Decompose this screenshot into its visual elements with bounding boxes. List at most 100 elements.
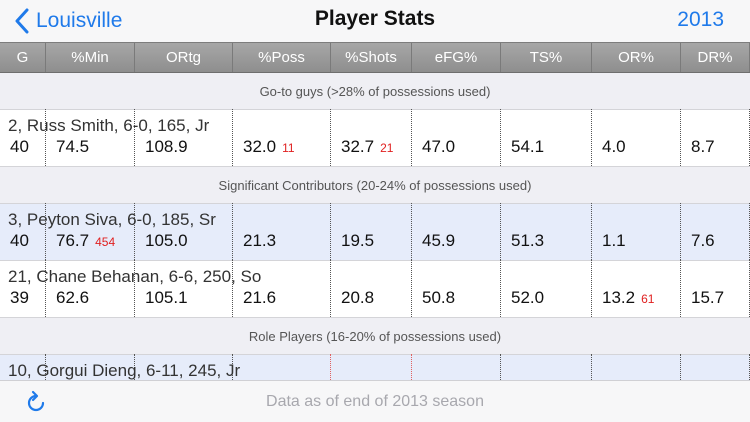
refresh-icon xyxy=(27,390,45,412)
stat-number: 52.0 xyxy=(511,288,545,307)
column-header-dr[interactable]: DR% xyxy=(681,43,750,72)
stat-cell: 105.1 xyxy=(135,260,233,317)
footer-toolbar: Data as of end of 2013 season xyxy=(0,380,750,422)
stat-value: 62.6 xyxy=(56,288,89,308)
stat-number: 105.0 xyxy=(145,231,188,250)
stat-cell: 39 xyxy=(0,260,46,317)
stats-table[interactable]: Go-to guys (>28% of possessions used) 40 7… xyxy=(0,73,750,380)
season-year-button[interactable]: 2013 xyxy=(677,8,724,31)
stat-value: 51.3 xyxy=(511,231,544,251)
stat-number: 50.8 xyxy=(422,288,456,307)
refresh-button[interactable] xyxy=(24,390,48,414)
stat-value: 32.0 11 xyxy=(243,137,295,157)
stat-number: 32.0 xyxy=(243,137,277,156)
stat-value: 105.1 xyxy=(145,288,188,308)
stat-number: 54.1 xyxy=(511,137,545,156)
stat-cells: 39 62.6 105.1 21.6 20.8 50.8 52.0 13.2 61 15.7 xyxy=(0,260,750,317)
player-row[interactable]: 40 76.7 454 105.0 21.3 19.5 45.9 51.3 1.1 7.6 3, P… xyxy=(0,203,750,261)
player-name: 21, Chane Behanan, 6-6, 250, So xyxy=(8,267,262,286)
stat-cell xyxy=(681,354,750,380)
stat-number: 21.3 xyxy=(243,231,277,250)
stat-cell: 50.8 xyxy=(412,260,501,317)
section-header: Role Players (16-20% of possessions used… xyxy=(0,318,750,355)
stat-cell: 54.1 xyxy=(501,109,592,166)
stat-cell: 20.8 xyxy=(331,260,412,317)
stat-number: 40 xyxy=(10,137,29,156)
stat-cell: 19.5 xyxy=(331,203,412,260)
stat-value: 74.5 xyxy=(56,137,89,157)
stat-number: 105.1 xyxy=(145,288,188,307)
stat-number: 20.8 xyxy=(341,288,375,307)
column-header-min[interactable]: %Min xyxy=(46,43,135,72)
back-button[interactable]: Louisville xyxy=(14,6,122,36)
stat-number: 32.7 xyxy=(341,137,375,156)
stat-rank: 454 xyxy=(95,235,116,249)
player-name: 2, Russ Smith, 6-0, 165, Jr xyxy=(8,116,210,135)
stat-rank: 11 xyxy=(282,141,295,155)
stat-cell: 40 xyxy=(0,109,46,166)
stat-cells: 40 74.5 108.9 32.0 11 32.7 21 47.0 54.1 4.0 8.7 xyxy=(0,109,750,166)
stat-cell: 108.9 xyxy=(135,109,233,166)
stat-value: 20.8 xyxy=(341,288,374,308)
stat-value: 32.7 21 xyxy=(341,137,393,157)
stat-value: 21.6 xyxy=(243,288,276,308)
stat-value: 15.7 xyxy=(691,288,724,308)
player-row[interactable]: 10, Gorgui Dieng, 6-11, 245, Jr xyxy=(0,354,750,380)
stat-cell xyxy=(0,354,46,380)
column-header-ortg[interactable]: ORtg xyxy=(135,43,233,72)
stat-cell: 1.1 xyxy=(592,203,681,260)
player-row[interactable]: 39 62.6 105.1 21.6 20.8 50.8 52.0 13.2 61 15.7 21,… xyxy=(0,260,750,318)
stat-cell xyxy=(331,354,412,380)
stat-value: 21.3 xyxy=(243,231,276,251)
stat-cell: 62.6 xyxy=(46,260,135,317)
stat-number: 8.7 xyxy=(691,137,715,156)
column-header-g[interactable]: G xyxy=(0,43,46,72)
stat-cell xyxy=(501,354,592,380)
stat-number: 62.6 xyxy=(56,288,90,307)
stat-number: 47.0 xyxy=(422,137,456,156)
back-button-label[interactable]: Louisville xyxy=(36,9,123,32)
stat-cell: 21.6 xyxy=(233,260,331,317)
chevron-left-icon xyxy=(15,8,29,34)
player-row[interactable]: 40 74.5 108.9 32.0 11 32.7 21 47.0 54.1 4.0 8.7 2, … xyxy=(0,109,750,167)
stat-cell xyxy=(46,354,135,380)
stat-value: 45.9 xyxy=(422,231,455,251)
stat-value: 39 xyxy=(10,288,29,308)
stat-cell xyxy=(135,354,233,380)
stat-cell: 32.0 11 xyxy=(233,109,331,166)
column-header-ts[interactable]: TS% xyxy=(501,43,592,72)
stat-cell: 21.3 xyxy=(233,203,331,260)
stat-cell: 8.7 xyxy=(681,109,750,166)
stat-value: 40 xyxy=(10,137,29,157)
stat-rank: 61 xyxy=(641,292,655,306)
stat-value: 108.9 xyxy=(145,137,188,157)
stat-value: 8.7 xyxy=(691,137,715,157)
stat-rank: 21 xyxy=(380,141,394,155)
stat-cell: 76.7 454 xyxy=(46,203,135,260)
stat-value: 47.0 xyxy=(422,137,455,157)
stat-number: 76.7 xyxy=(56,231,90,250)
stat-value: 1.1 xyxy=(602,231,626,251)
stat-value: 52.0 xyxy=(511,288,544,308)
stat-cell: 32.7 21 xyxy=(331,109,412,166)
stat-value: 40 xyxy=(10,231,29,251)
stat-number: 15.7 xyxy=(691,288,725,307)
stat-cell xyxy=(412,354,501,380)
stat-number: 7.6 xyxy=(691,231,715,250)
stat-number: 4.0 xyxy=(602,137,626,156)
column-header-poss[interactable]: %Poss xyxy=(233,43,331,72)
stat-value: 105.0 xyxy=(145,231,188,251)
stat-value: 13.2 61 xyxy=(602,288,654,308)
stat-value: 4.0 xyxy=(602,137,626,157)
navigation-bar: Louisville Player Stats 2013 xyxy=(0,0,750,42)
column-header-shots[interactable]: %Shots xyxy=(331,43,412,72)
stat-value: 76.7 454 xyxy=(56,231,115,251)
stat-number: 51.3 xyxy=(511,231,545,250)
column-header-efg[interactable]: eFG% xyxy=(412,43,501,72)
column-header-or[interactable]: OR% xyxy=(592,43,681,72)
stat-cell: 47.0 xyxy=(412,109,501,166)
stat-cell xyxy=(233,354,331,380)
player-name: 3, Peyton Siva, 6-0, 185, Sr xyxy=(8,210,216,229)
section-header: Go-to guys (>28% of possessions used) xyxy=(0,73,750,110)
stat-number: 108.9 xyxy=(145,137,188,156)
